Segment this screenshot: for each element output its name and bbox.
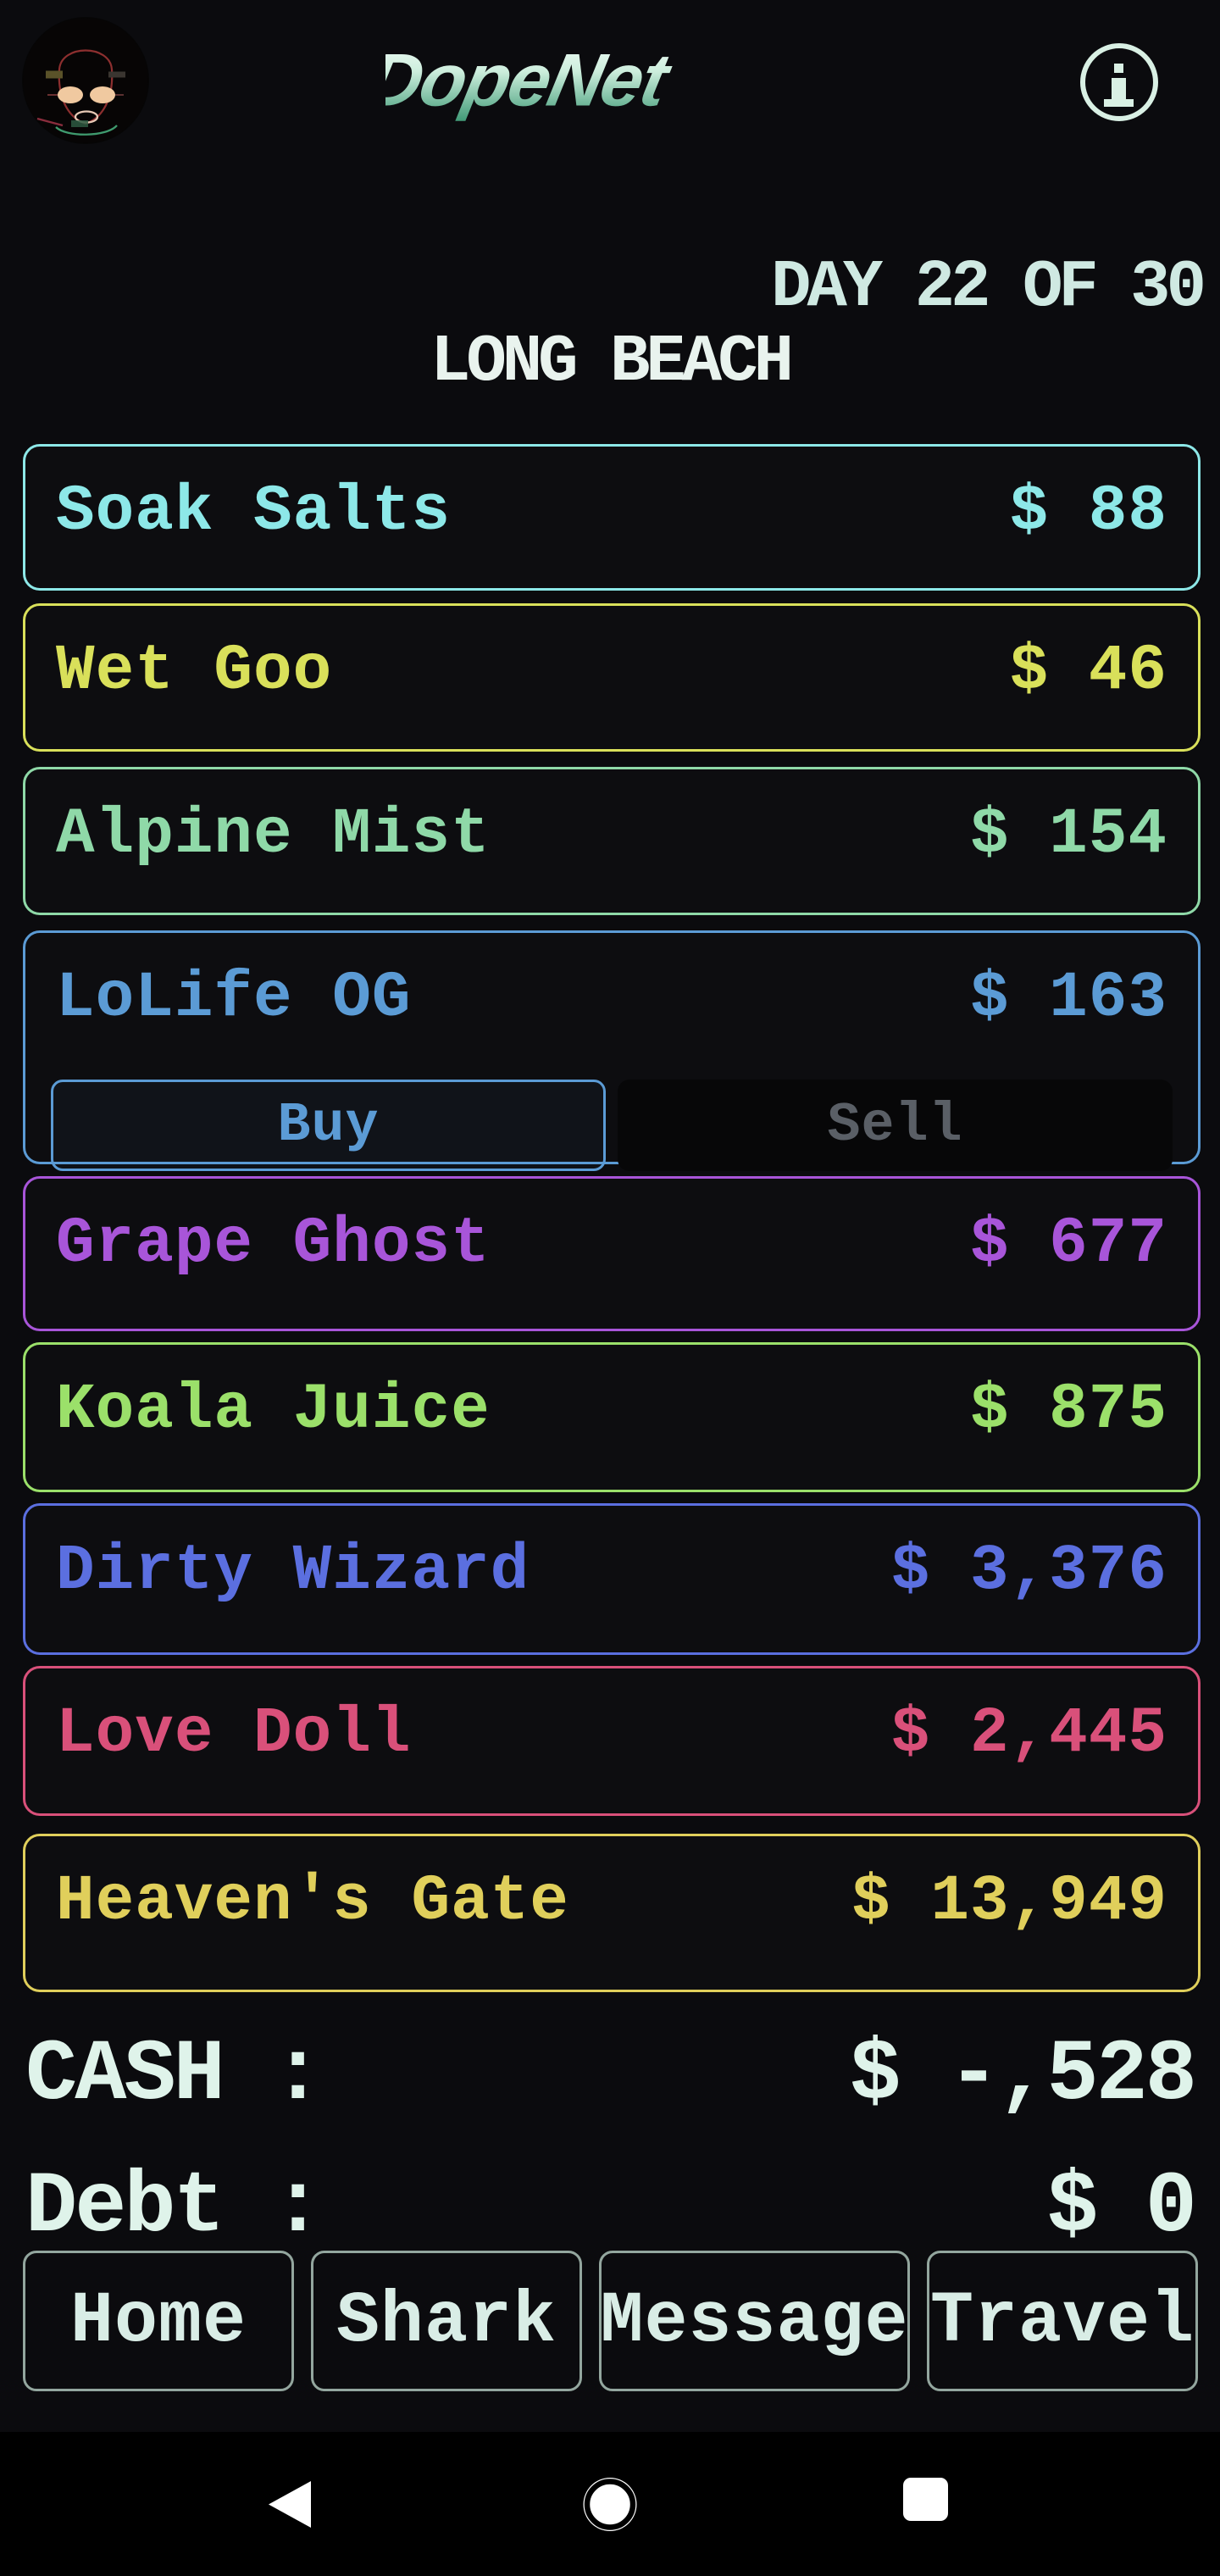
- svg-text:DopeNet: DopeNet: [385, 38, 679, 122]
